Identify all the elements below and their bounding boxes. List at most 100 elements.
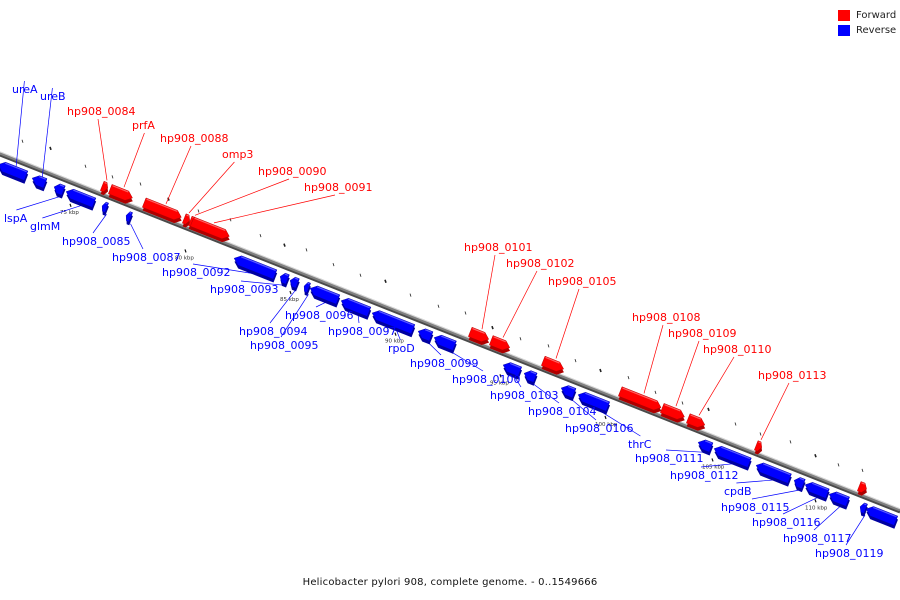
gene-label[interactable]: hp908_0112	[670, 469, 738, 482]
gene-label[interactable]: hp908_0093	[210, 283, 278, 296]
gene-body	[125, 211, 133, 223]
scale-tick	[499, 374, 502, 378]
dash-tick	[707, 407, 710, 412]
gene-label[interactable]: hp908_0090	[258, 165, 326, 178]
gene-hp908_0096[interactable]	[307, 284, 341, 308]
leader-line	[813, 505, 842, 531]
gene-label[interactable]: hp908_0104	[528, 405, 596, 418]
gene-label[interactable]: prfA	[132, 119, 155, 132]
gene-label[interactable]: hp908_0094	[239, 325, 307, 338]
gene-hp908_0117[interactable]	[826, 490, 851, 510]
gene-hp908_0110[interactable]	[685, 413, 708, 433]
gene-label[interactable]: hp908_0117	[783, 532, 851, 545]
gene-label[interactable]: hp908_0116	[752, 516, 820, 529]
gene-label[interactable]: ureB	[40, 90, 66, 103]
gene-body	[754, 440, 762, 452]
gene-highlight	[472, 327, 485, 334]
gene-label[interactable]: hp908_0096	[285, 309, 353, 322]
gene-label[interactable]: hp908_0084	[67, 105, 135, 118]
dash-tick	[111, 175, 114, 179]
gene-label[interactable]: hp908_0097	[328, 325, 396, 338]
gene-hp908_0100[interactable]	[431, 333, 458, 354]
gene-hp908_0109[interactable]	[659, 403, 687, 424]
gene-label[interactable]: glmM	[30, 220, 60, 233]
gene-highlight	[493, 336, 506, 343]
gene-cpdB[interactable]	[753, 461, 793, 487]
gene-label[interactable]: hp908_0102	[506, 257, 574, 270]
gene-label[interactable]: hp908_0115	[721, 501, 789, 514]
leader-line	[130, 223, 144, 250]
gene-hp908_0088[interactable]	[141, 197, 184, 225]
gene-label[interactable]: hp908_0095	[250, 339, 318, 352]
gene-label[interactable]: hp908_0105	[548, 275, 616, 288]
gene-lspA[interactable]	[51, 182, 66, 199]
gene-hp908_0101[interactable]	[467, 326, 492, 347]
gene-hp908_0091[interactable]	[189, 216, 232, 244]
gene-label[interactable]: hp908_0109	[668, 327, 736, 340]
gene-label[interactable]: cpdB	[724, 485, 752, 498]
gene-label[interactable]: hp908_0119	[815, 547, 883, 560]
gene-hp908_0102[interactable]	[488, 335, 513, 356]
gene-label[interactable]: hp908_0101	[464, 241, 532, 254]
gene-highlight	[307, 282, 310, 285]
gene-label[interactable]: hp908_0111	[635, 452, 703, 465]
gene-label[interactable]: hp908_0108	[632, 311, 700, 324]
gene-label[interactable]: lspA	[4, 212, 28, 225]
gene-hp908_0094[interactable]	[287, 276, 301, 292]
gene-hp908_0105[interactable]	[540, 355, 567, 377]
gene-label[interactable]: hp908_0113	[758, 369, 826, 382]
gene-glyph[interactable]	[863, 504, 899, 529]
gene-body	[804, 482, 830, 499]
gene-hp908_0095[interactable]	[301, 281, 312, 296]
gene-hp908_0104[interactable]	[521, 369, 538, 386]
gene-hp908_0113[interactable]	[753, 440, 765, 456]
gene-label[interactable]: hp908_0106	[565, 422, 633, 435]
gene-hp908_0108[interactable]	[617, 386, 664, 416]
gene-label[interactable]: omp3	[222, 148, 253, 161]
dash-tick	[332, 262, 335, 267]
gene-hp908_0084[interactable]	[99, 180, 111, 196]
legend-reverse-label: Reverse	[856, 25, 897, 36]
gene-label[interactable]: hp908_0099	[410, 357, 478, 370]
gene-hp908_0099[interactable]	[415, 327, 434, 345]
gene-rpoD[interactable]	[369, 308, 416, 338]
gene-hp908_0087[interactable]	[123, 211, 134, 226]
gene-hp908_0085[interactable]	[99, 201, 110, 216]
legend-reverse: Reverse	[838, 25, 896, 36]
gene-label[interactable]: thrC	[628, 438, 652, 451]
gene-label[interactable]: hp908_0103	[490, 389, 558, 402]
gene-hp908_0093[interactable]	[277, 272, 291, 288]
gene-ureB[interactable]	[29, 173, 48, 192]
gene-highlight	[720, 446, 751, 460]
gene-prfA[interactable]	[107, 184, 135, 205]
gene-hp908_0116[interactable]	[802, 480, 830, 502]
gene-hp908_0092[interactable]	[231, 254, 278, 283]
gene-hp908_0112[interactable]	[711, 444, 753, 471]
gene-hp908_0103[interactable]	[500, 360, 523, 380]
gene-label[interactable]: hp908_0110	[703, 343, 771, 356]
dash-tick	[599, 368, 602, 373]
gene-thrC[interactable]	[575, 390, 611, 415]
gene-hp908_0115[interactable]	[791, 476, 806, 493]
gene-label[interactable]: hp908_0091	[304, 181, 372, 194]
gene-omp3[interactable]	[181, 213, 193, 229]
gene-highlight	[872, 506, 897, 518]
gene-label[interactable]: hp908_0092	[162, 266, 230, 279]
gene-label[interactable]: rpoD	[388, 342, 415, 355]
gene-label[interactable]: hp908_0088	[160, 132, 228, 145]
gene-body	[489, 335, 511, 351]
gene-hp908_0097[interactable]	[338, 296, 372, 320]
gene-body	[233, 255, 278, 280]
gene-ureA[interactable]	[0, 160, 29, 184]
gene-hp908_0106[interactable]	[558, 383, 577, 402]
gene-label[interactable]: hp908_0087	[112, 251, 180, 264]
leader-line	[213, 194, 336, 224]
gene-hp908_0111[interactable]	[695, 438, 714, 456]
gene-label[interactable]: ureA	[12, 83, 38, 96]
gene-glmM[interactable]	[63, 187, 97, 211]
dash-tick	[789, 440, 792, 444]
gene-glyph[interactable]	[856, 481, 870, 498]
gene-label[interactable]: hp908_0100	[452, 373, 520, 386]
gene-label[interactable]: hp908_0085	[62, 235, 130, 248]
